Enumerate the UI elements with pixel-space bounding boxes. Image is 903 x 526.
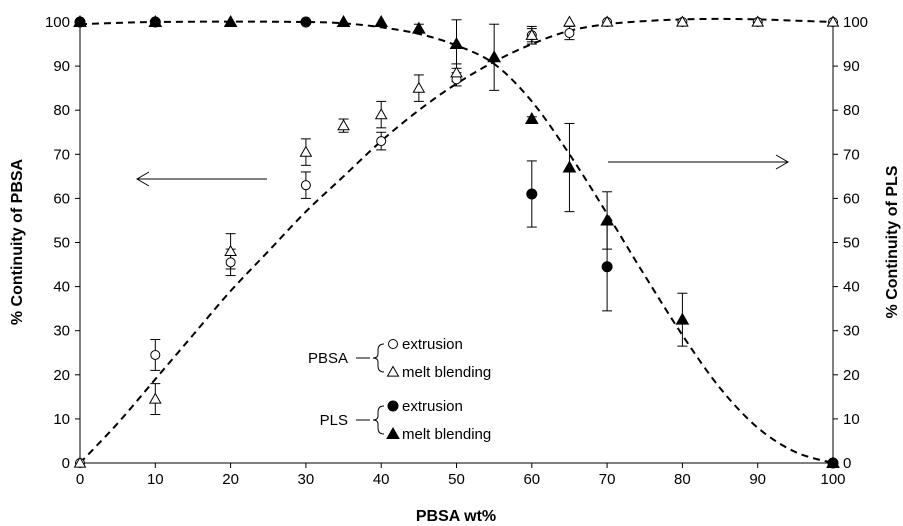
right-y-tick-label: 90 bbox=[843, 58, 860, 75]
x-tick-label: 20 bbox=[222, 471, 239, 488]
right-y-tick-label: 40 bbox=[843, 279, 860, 296]
right-y-tick-label: 80 bbox=[843, 102, 860, 119]
pbsa-extrusion-point bbox=[150, 349, 161, 360]
legend-marker-filled-triangle bbox=[386, 426, 400, 439]
pbsa-extrusion-point bbox=[300, 180, 311, 191]
pls-melt-blending-point bbox=[223, 14, 238, 27]
right-y-tick-label: 20 bbox=[843, 367, 860, 384]
pbsa-melt-blending-point bbox=[412, 81, 426, 93]
x-tick-label: 30 bbox=[298, 471, 315, 488]
pls-fit-curve bbox=[79, 20, 834, 464]
right-y-tick-label: 10 bbox=[843, 411, 860, 428]
right-y-tick-label: 50 bbox=[843, 235, 860, 252]
legend-group-label: PBSA bbox=[308, 350, 348, 367]
pbsa-melt-blending-point bbox=[450, 66, 463, 78]
left-y-tick-label: 80 bbox=[53, 102, 70, 119]
pbsa-melt-blending-point bbox=[676, 15, 689, 27]
x-tick-label: 70 bbox=[599, 471, 616, 488]
legend-entry-label: melt blending bbox=[402, 364, 491, 381]
x-axis-title: PBSA wt% bbox=[416, 508, 496, 525]
left-y-tick-label: 40 bbox=[53, 279, 70, 296]
left-y-tick-label: 10 bbox=[53, 411, 70, 428]
x-tick-label: 60 bbox=[523, 471, 540, 488]
legend-marker-open-triangle bbox=[386, 365, 400, 377]
legend-group-label: PLS bbox=[320, 412, 348, 429]
left-y-tick-label: 60 bbox=[53, 190, 70, 207]
pbsa-extrusion-point bbox=[564, 28, 575, 39]
pls-melt-blending-point bbox=[148, 14, 163, 27]
pls-extrusion-point bbox=[526, 188, 538, 200]
right-y-tick-label: 100 bbox=[843, 14, 868, 31]
left-y-tick-label: 30 bbox=[53, 323, 70, 340]
left-arrow-icon bbox=[136, 171, 150, 187]
x-tick-label: 10 bbox=[147, 471, 164, 488]
legend-brace bbox=[372, 343, 385, 373]
left-y-tick-label: 70 bbox=[53, 146, 70, 163]
legend-marker-open-circle bbox=[388, 339, 398, 349]
pls-melt-blending-point bbox=[411, 21, 426, 34]
right-y-axis-title: % Continuity of PLS bbox=[884, 165, 901, 318]
data-markers bbox=[73, 14, 840, 469]
axis-arrows bbox=[136, 154, 789, 187]
x-tick-label: 90 bbox=[749, 471, 766, 488]
pbsa-melt-blending-point bbox=[751, 15, 765, 27]
x-tick-label: 50 bbox=[448, 471, 465, 488]
pbsa-extrusion-point bbox=[225, 257, 236, 268]
pbsa-melt-blending-point bbox=[600, 15, 614, 27]
pls-melt-blending-point bbox=[374, 14, 389, 27]
right-y-tick-label: 30 bbox=[843, 323, 860, 340]
pls-melt-blending-point bbox=[600, 213, 614, 226]
pls-melt-blending-point bbox=[449, 37, 464, 50]
right-arrow-icon bbox=[775, 154, 789, 170]
left-y-axis-title: % Continuity of PBSA bbox=[9, 158, 26, 325]
pls-melt-blending-point bbox=[826, 455, 840, 468]
pbsa-melt-blending-point bbox=[337, 119, 350, 131]
legend-entry-label: extrusion bbox=[402, 336, 463, 353]
right-y-tick-label: 0 bbox=[843, 455, 851, 472]
legend-entry-label: extrusion bbox=[402, 398, 463, 415]
legend-brace bbox=[372, 405, 385, 435]
pls-melt-blending-point bbox=[336, 14, 351, 27]
left-y-tick-label: 90 bbox=[53, 58, 70, 75]
pbsa-melt-blending-point bbox=[299, 145, 313, 157]
x-tick-label: 100 bbox=[820, 471, 845, 488]
pls-melt-blending-point bbox=[675, 312, 690, 325]
pls-extrusion-point bbox=[601, 261, 613, 273]
left-y-tick-label: 0 bbox=[62, 455, 70, 472]
pbsa-extrusion-point bbox=[376, 136, 387, 147]
x-tick-label: 40 bbox=[373, 471, 390, 488]
pbsa-melt-blending-point bbox=[73, 456, 87, 468]
x-tick-label: 80 bbox=[674, 471, 691, 488]
right-y-tick-label: 60 bbox=[843, 190, 860, 207]
left-y-tick-label: 100 bbox=[45, 14, 70, 31]
left-y-tick-label: 20 bbox=[53, 367, 70, 384]
pbsa-melt-blending-point bbox=[148, 392, 162, 404]
left-y-tick-label: 50 bbox=[53, 235, 70, 252]
pbsa-melt-blending-point bbox=[563, 15, 576, 27]
pls-melt-blending-point bbox=[524, 112, 539, 125]
legend-marker-filled-circle bbox=[387, 400, 399, 412]
pbsa-melt-blending-point bbox=[525, 28, 539, 40]
pls-melt-blending-point bbox=[562, 160, 577, 173]
pls-melt-blending-point bbox=[73, 14, 87, 27]
legend: PBSA extrusion melt blending PLS extrusion me… bbox=[308, 336, 491, 443]
right-y-tick-label: 70 bbox=[843, 146, 860, 163]
pls-extrusion-point bbox=[300, 16, 312, 28]
pls-melt-blending-point bbox=[487, 50, 502, 63]
x-tick-label: 0 bbox=[76, 471, 84, 488]
pbsa-melt-blending-point bbox=[224, 244, 237, 256]
pbsa-melt-blending-point bbox=[826, 15, 840, 27]
legend-entry-label: melt blending bbox=[402, 426, 491, 443]
pbsa-melt-blending-point bbox=[374, 108, 388, 120]
